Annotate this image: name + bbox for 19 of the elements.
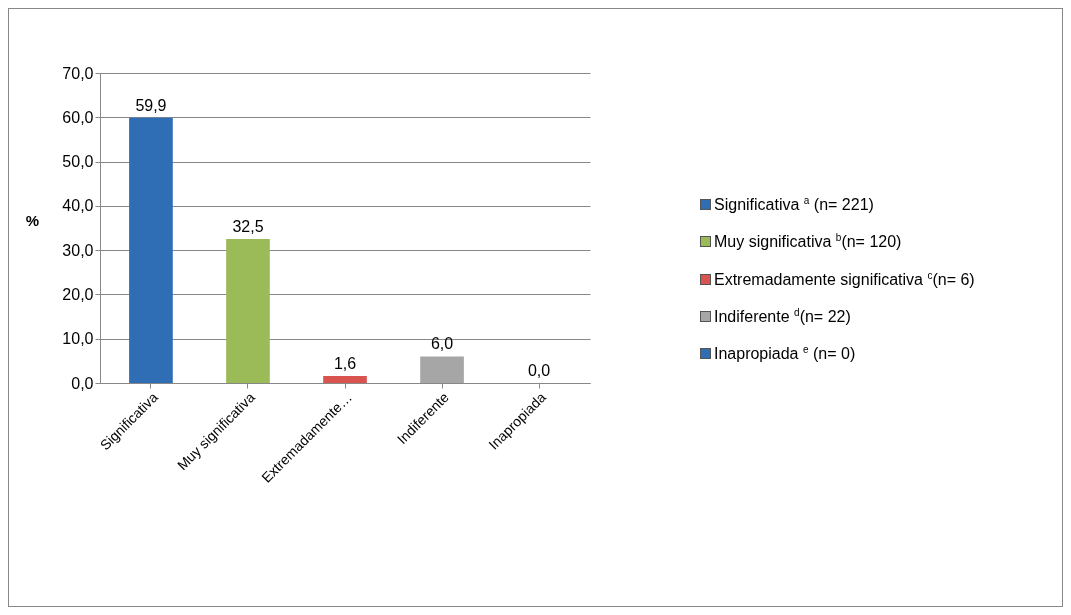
- legend-label: Significativa $^{a}$ (n= 221): [714, 195, 874, 215]
- data-label: 6,0: [430, 335, 454, 353]
- y-tick-label: 30,0: [62, 241, 94, 259]
- y-tick-label: 20,0: [62, 285, 94, 303]
- legend-label: Muy significativa $^{b}$(n= 120): [714, 232, 902, 252]
- data-label: 59,9: [135, 96, 167, 114]
- y-tick-label: 40,0: [62, 197, 94, 215]
- data-label: 32,5: [232, 218, 264, 236]
- y-tick-label: 60,0: [62, 108, 94, 126]
- data-label: 0,0: [527, 362, 551, 379]
- legend-label: Inapropiada $^{e}$ (n= 0): [714, 344, 856, 364]
- y-tick-label: 70,0: [62, 64, 94, 82]
- y-tick-label: 0,0: [71, 374, 94, 392]
- data-label: 1,6: [333, 354, 357, 372]
- legend-label: Extremadamente significativa $^{c}$(n= 6): [714, 269, 975, 289]
- legend-label: Indiferente $^{d}$(n= 22): [714, 306, 851, 327]
- y-axis-title: %: [25, 211, 40, 229]
- y-tick-label: 10,0: [62, 330, 94, 348]
- y-tick-label: 50,0: [62, 153, 94, 171]
